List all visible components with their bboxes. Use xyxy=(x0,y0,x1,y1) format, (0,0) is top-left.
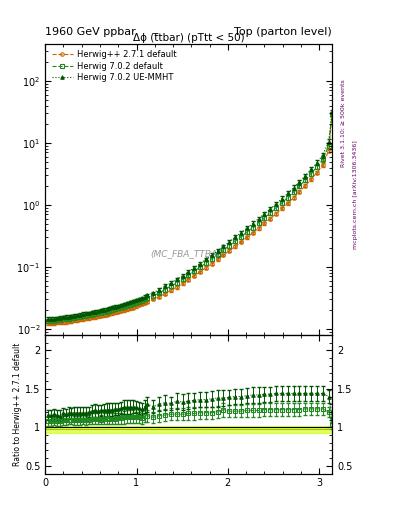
Herwig++ 2.7.1 default xyxy=(330,112,334,118)
Herwig++ 2.7.1 default xyxy=(134,303,138,309)
Herwig 7.0.2 default xyxy=(75,314,80,321)
Text: Rivet 3.1.10; ≥ 500k events: Rivet 3.1.10; ≥ 500k events xyxy=(341,79,346,167)
Herwig 7.0.2 default xyxy=(134,300,138,306)
Herwig 7.0.2 UE-MMHT xyxy=(46,316,50,322)
Herwig 7.0.2 default xyxy=(125,303,129,309)
Line: Herwig++ 2.7.1 default: Herwig++ 2.7.1 default xyxy=(46,113,334,325)
Herwig 7.0.2 UE-MMHT xyxy=(239,230,243,236)
Herwig 7.0.2 UE-MMHT xyxy=(309,166,314,173)
Herwig++ 2.7.1 default xyxy=(125,306,129,312)
Herwig 7.0.2 default xyxy=(46,318,50,324)
Herwig 7.0.2 UE-MMHT xyxy=(90,309,94,315)
Herwig++ 2.7.1 default xyxy=(46,320,50,326)
Herwig++ 2.7.1 default xyxy=(309,176,314,182)
Herwig++ 2.7.1 default xyxy=(90,314,94,321)
Herwig 7.0.2 UE-MMHT xyxy=(75,312,80,318)
Title: Δϕ (t̅tbar) (pTtt < 50): Δϕ (t̅tbar) (pTtt < 50) xyxy=(133,33,244,42)
Y-axis label: Ratio to Herwig++ 2.7.1 default: Ratio to Herwig++ 2.7.1 default xyxy=(13,343,22,466)
Bar xyxy=(45,426,332,433)
Herwig++ 2.7.1 default xyxy=(75,317,80,323)
Herwig 7.0.2 UE-MMHT xyxy=(125,300,129,306)
Herwig 7.0.2 default xyxy=(330,111,334,117)
Text: 1960 GeV ppbar: 1960 GeV ppbar xyxy=(45,27,136,37)
Text: Top (parton level): Top (parton level) xyxy=(234,27,332,37)
Line: Herwig 7.0.2 default: Herwig 7.0.2 default xyxy=(46,113,334,323)
Herwig 7.0.2 UE-MMHT xyxy=(330,109,334,115)
Herwig 7.0.2 default xyxy=(239,233,243,240)
Herwig++ 2.7.1 default xyxy=(239,239,243,245)
Legend: Herwig++ 2.7.1 default, Herwig 7.0.2 default, Herwig 7.0.2 UE-MMHT: Herwig++ 2.7.1 default, Herwig 7.0.2 def… xyxy=(50,48,179,84)
Text: (MC_FBA_TTBAR): (MC_FBA_TTBAR) xyxy=(150,249,227,258)
Text: mcplots.cern.ch [arXiv:1306.3436]: mcplots.cern.ch [arXiv:1306.3436] xyxy=(353,140,358,249)
Herwig 7.0.2 default xyxy=(90,311,94,317)
Herwig 7.0.2 UE-MMHT xyxy=(134,297,138,303)
Herwig 7.0.2 default xyxy=(309,170,314,177)
Line: Herwig 7.0.2 UE-MMHT: Herwig 7.0.2 UE-MMHT xyxy=(46,110,334,321)
